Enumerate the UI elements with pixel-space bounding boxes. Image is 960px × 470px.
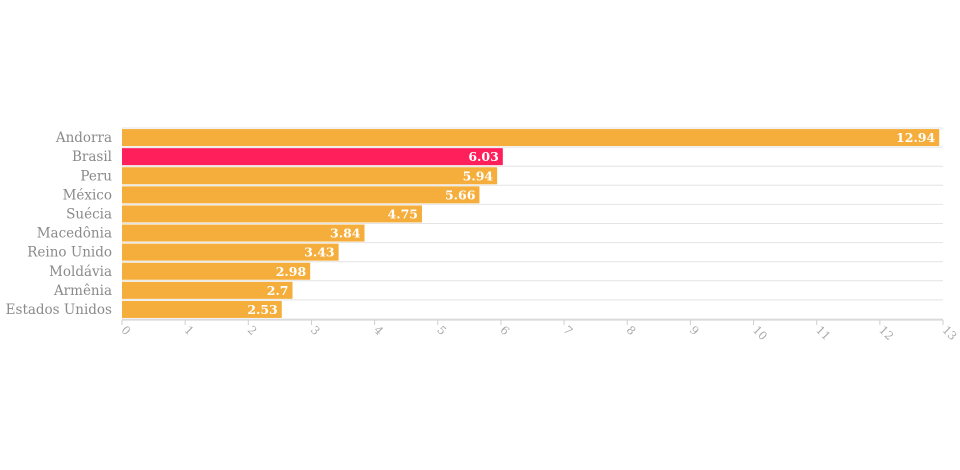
category-label: Andorra — [55, 130, 112, 146]
bar-suécia — [122, 205, 422, 223]
x-tick-label: 0 — [118, 323, 133, 338]
category-label: Armênia — [53, 283, 112, 299]
value-label: 3.84 — [330, 226, 361, 241]
category-label: Suécia — [66, 206, 112, 222]
value-label: 3.43 — [304, 245, 334, 260]
bar-peru — [122, 167, 498, 185]
bars: 12.94 6.03 5.94 5.66 4.75 3.84 3.43 2.98 2.7 2.53 — [122, 129, 940, 318]
value-label: 2.7 — [267, 283, 289, 298]
x-tick-label: 10 — [750, 323, 770, 343]
x-tick-label: 1 — [182, 323, 197, 338]
x-tick-label: 3 — [308, 323, 323, 338]
x-tick-label: 11 — [813, 323, 833, 343]
gridlines — [122, 127, 943, 320]
bar-andorra — [122, 129, 940, 147]
value-label: 5.66 — [445, 187, 476, 202]
value-label: 5.94 — [463, 168, 494, 183]
bar-brasil — [122, 148, 503, 166]
bar-macedônia — [122, 224, 365, 242]
bar-moldávia — [122, 262, 311, 280]
value-label: 2.53 — [247, 302, 277, 317]
category-label: México — [63, 187, 112, 203]
x-tick-label: 4 — [371, 323, 386, 338]
bar-reino-unido — [122, 243, 339, 261]
x-axis: 0 1 2 3 4 5 6 7 8 9 10 11 12 13 — [118, 319, 960, 343]
x-tick-label: 9 — [687, 323, 702, 338]
category-labels: Andorra Brasil Peru México Suécia Macedônia Re… — [6, 130, 113, 318]
category-label: Reino Unido — [27, 245, 112, 261]
x-tick-label: 12 — [876, 323, 896, 343]
value-label: 2.98 — [276, 264, 307, 279]
category-label: Estados Unidos — [6, 302, 112, 318]
x-tick-label: 5 — [434, 323, 449, 338]
bar-armênia — [122, 281, 293, 299]
bar-estados-unidos — [122, 300, 282, 318]
x-tick-label: 2 — [245, 323, 260, 338]
x-tick-label: 8 — [624, 323, 639, 338]
category-label: Peru — [80, 168, 112, 184]
category-label: Brasil — [72, 149, 112, 165]
bar-méxico — [122, 186, 480, 204]
x-tick-label: 13 — [939, 323, 959, 343]
category-label: Macedônia — [37, 226, 112, 242]
x-tick-label: 7 — [561, 323, 576, 338]
value-label: 12.94 — [896, 130, 935, 145]
value-label: 6.03 — [468, 149, 498, 164]
category-label: Moldávia — [49, 264, 112, 280]
value-label: 4.75 — [388, 206, 418, 221]
x-tick-label: 6 — [497, 323, 512, 338]
